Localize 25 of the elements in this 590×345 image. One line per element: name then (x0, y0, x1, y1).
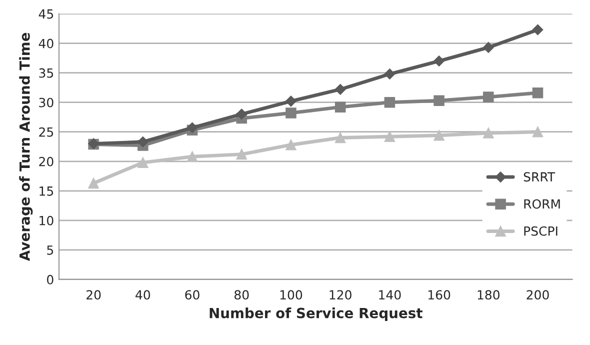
x-tick-label: 180 (478, 290, 500, 300)
x-tick-label: 100 (280, 290, 302, 300)
y-tick-label: 15 (40, 186, 54, 196)
y-tick-label: 30 (39, 98, 54, 108)
legend-label: RORM (524, 199, 560, 209)
y-tick-label: 40 (38, 38, 54, 48)
x-tick-label: 20 (86, 290, 101, 300)
y-tick-label: 10 (40, 216, 54, 226)
x-tick-label: 160 (428, 290, 450, 300)
y-tick-label: 35 (39, 68, 54, 78)
y-tick-label: 45 (38, 9, 54, 19)
y-tick-label: 20 (39, 156, 54, 166)
x-tick-label: 140 (379, 290, 401, 300)
x-axis-title: Number of Service Request (210, 308, 422, 321)
y-tick-label: 25 (39, 127, 54, 137)
legend-label: SRRT (524, 172, 556, 182)
y-axis-title: Average of Turn Around Time (19, 32, 33, 261)
y-tick-label: 0 (47, 274, 54, 284)
legend-label: PSCPI (524, 226, 558, 236)
x-tick-label: 80 (234, 290, 249, 300)
y-tick-label: 5 (47, 246, 54, 255)
x-tick-label: 120 (330, 290, 352, 300)
x-tick-label: 40 (136, 290, 150, 300)
x-tick-label: 60 (185, 290, 200, 300)
x-tick-label: 200 (526, 290, 549, 300)
